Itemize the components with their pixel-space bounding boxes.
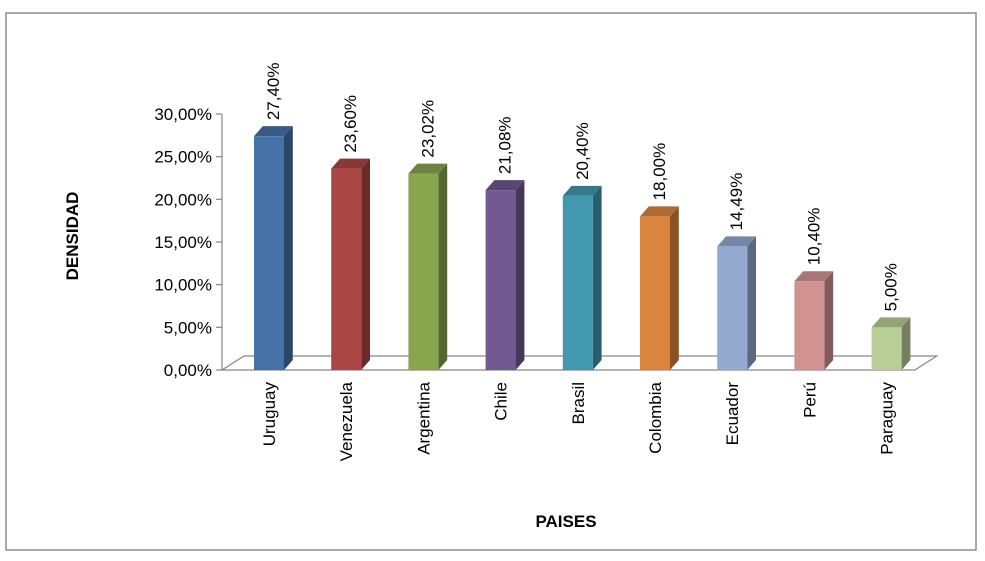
bar-side: [284, 126, 293, 370]
bar-front: [254, 136, 284, 370]
bar-side: [592, 185, 602, 370]
bar-per-: [794, 271, 834, 370]
y-tick-label: 25,00%: [154, 148, 212, 167]
data-label: 21,08%: [496, 116, 515, 174]
category-label: Venezuela: [337, 381, 356, 461]
data-label: 18,00%: [650, 143, 669, 201]
data-label: 5,00%: [882, 263, 901, 311]
category-label: Argentina: [414, 381, 433, 454]
bar-side: [901, 317, 911, 370]
y-tick-label: 10,00%: [154, 276, 212, 295]
data-label: 23,60%: [341, 95, 360, 153]
category-label: Uruguay: [260, 382, 279, 447]
y-axis-title: DENSIDAD: [63, 192, 82, 281]
category-label: Perú: [800, 382, 819, 418]
data-label: 20,40%: [573, 122, 592, 180]
data-label: 14,49%: [727, 173, 746, 231]
bar-side: [515, 180, 525, 370]
bar-colombia: [640, 206, 679, 370]
x-axis-title: PAISES: [535, 512, 596, 531]
bar-side: [670, 206, 679, 370]
data-label: 10,40%: [804, 208, 823, 266]
bar-top: [562, 185, 602, 196]
y-tick-label: 15,00%: [154, 233, 212, 252]
bar-top: [640, 206, 679, 217]
data-label: 27,40%: [264, 63, 283, 121]
bar-paraguay: [871, 317, 911, 370]
bar-top: [717, 236, 756, 247]
bar-side: [438, 163, 448, 370]
data-label: 23,02%: [418, 100, 437, 158]
category-label: Brasil: [569, 382, 588, 425]
bar-side: [361, 158, 370, 370]
bar-side: [824, 271, 834, 370]
bar-top: [331, 158, 370, 169]
bar-brasil: [562, 185, 602, 370]
y-tick-label: 0,00%: [164, 361, 212, 380]
bar-ecuador: [717, 236, 756, 370]
category-label: Paraguay: [878, 382, 897, 455]
y-tick-label: 5,00%: [164, 318, 212, 337]
bar-front: [717, 246, 748, 370]
bar-top: [408, 163, 448, 174]
bar-chile: [485, 180, 525, 370]
bar-top: [871, 317, 911, 328]
bar-side: [747, 236, 756, 370]
bar-front: [408, 173, 439, 370]
y-tick-label: 30,00%: [154, 105, 212, 124]
bar-front: [640, 216, 670, 370]
category-label: Colombia: [646, 381, 665, 453]
bar-front: [794, 281, 825, 370]
category-label: Ecuador: [723, 382, 742, 446]
bar-venezuela: [331, 158, 370, 370]
bar-uruguay: [254, 126, 293, 370]
bar-argentina: [408, 163, 448, 370]
bar-front: [485, 190, 516, 370]
bar-top: [794, 271, 834, 282]
bar-front: [871, 327, 902, 370]
bar-front: [331, 168, 362, 370]
bar-top: [254, 126, 293, 137]
bar-top: [485, 180, 525, 191]
category-label: Chile: [492, 382, 511, 421]
y-tick-label: 20,00%: [154, 190, 212, 209]
bar-front: [562, 195, 593, 370]
